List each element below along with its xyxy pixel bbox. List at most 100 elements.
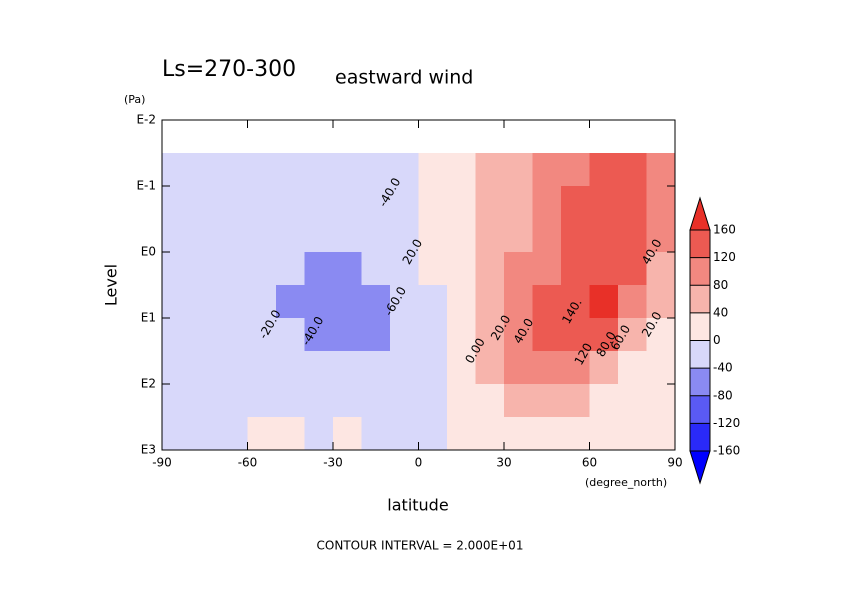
chart-title: Ls=270-300 — [162, 57, 296, 82]
colorbar-bin — [690, 312, 710, 341]
field-cell — [390, 417, 419, 451]
field-cell — [219, 351, 248, 385]
field-cell — [190, 285, 220, 319]
field-cell — [333, 351, 362, 385]
field-cell — [333, 384, 362, 418]
field-cell — [618, 285, 647, 319]
field-cell — [219, 417, 248, 451]
x-unit: (degree_north) — [585, 476, 667, 489]
field-cell — [646, 318, 676, 352]
field-cell — [276, 318, 305, 352]
field-cell — [304, 318, 334, 352]
field-cell — [276, 417, 305, 451]
field-cell — [304, 219, 334, 253]
field-cell — [162, 153, 191, 187]
field-cell — [190, 351, 220, 385]
field-cell — [646, 153, 676, 187]
field-cell — [475, 318, 505, 352]
field-cell — [475, 285, 505, 319]
field-cell — [219, 285, 248, 319]
field-cell — [561, 252, 590, 286]
field-cell — [532, 252, 562, 286]
field-cell — [589, 153, 619, 187]
field-cell — [190, 252, 220, 286]
field-cell — [447, 318, 476, 352]
field-cell — [447, 351, 476, 385]
field-cell — [561, 417, 590, 451]
colorbar-label: 0 — [713, 333, 721, 347]
field-cell — [361, 252, 391, 286]
colorbar-bin — [690, 257, 710, 286]
y-tick-label: E2 — [141, 377, 156, 391]
field-cell — [504, 252, 533, 286]
x-tick-label: -30 — [323, 456, 343, 470]
colorbar-label: -40 — [713, 361, 733, 375]
field-cell — [504, 351, 533, 385]
field-cell — [361, 285, 391, 319]
field-cell — [219, 186, 248, 220]
field-cell — [247, 186, 277, 220]
field-cell — [333, 318, 362, 352]
field-cell — [418, 219, 448, 253]
field-cell — [390, 186, 419, 220]
field-cell — [618, 153, 647, 187]
field-cell — [361, 153, 391, 187]
field-cell — [475, 351, 505, 385]
colorbar-bin — [690, 423, 710, 451]
field-cell — [589, 417, 619, 451]
field-cell — [390, 219, 419, 253]
colorbar-label: -160 — [713, 444, 740, 458]
field-cell — [504, 219, 533, 253]
field-cell — [190, 417, 220, 451]
field-cell — [219, 384, 248, 418]
field-cell — [618, 351, 647, 385]
field-cell — [418, 252, 448, 286]
colorbar-under — [689, 450, 711, 485]
field-cell — [532, 153, 562, 187]
field-cell — [333, 252, 362, 286]
field-cell — [190, 219, 220, 253]
field-cell — [475, 219, 505, 253]
field-cell — [361, 384, 391, 418]
footer: CONTOUR INTERVAL = 2.000E+01 — [317, 539, 524, 553]
field-cell — [390, 285, 419, 319]
field-cell — [447, 252, 476, 286]
field-cell — [361, 219, 391, 253]
field-cell — [475, 252, 505, 286]
field-cell — [646, 219, 676, 253]
colorbar-label: 160 — [713, 223, 736, 237]
colorbar-bin — [690, 285, 710, 313]
field-cell — [418, 318, 448, 352]
field-cell — [333, 186, 362, 220]
field-cell — [361, 186, 391, 220]
field-cell — [247, 285, 277, 319]
field-cell — [618, 186, 647, 220]
field-cell — [475, 384, 505, 418]
field-cell — [304, 252, 334, 286]
field-cell — [561, 186, 590, 220]
field-cell — [561, 219, 590, 253]
field-cell — [447, 153, 476, 187]
field-cell — [532, 285, 562, 319]
field-cell — [475, 186, 505, 220]
field-cell — [447, 285, 476, 319]
field-cell — [333, 417, 362, 451]
field-cell — [276, 186, 305, 220]
field-cell — [532, 219, 562, 253]
field-cell — [418, 186, 448, 220]
field-cell — [475, 153, 505, 187]
field-cell — [561, 153, 590, 187]
field-cell — [276, 351, 305, 385]
field-cell — [162, 219, 191, 253]
field-cell — [190, 384, 220, 418]
field-cell — [247, 219, 277, 253]
field-cell — [333, 219, 362, 253]
chart-subtitle: eastward wind — [335, 67, 473, 89]
field-cell — [646, 384, 676, 418]
field-cell — [618, 318, 647, 352]
field-cell — [589, 186, 619, 220]
y-tick-label: E1 — [141, 311, 156, 325]
x-tick-label: -60 — [238, 456, 258, 470]
colorbar-label: -80 — [713, 388, 733, 402]
field-cell — [247, 384, 277, 418]
